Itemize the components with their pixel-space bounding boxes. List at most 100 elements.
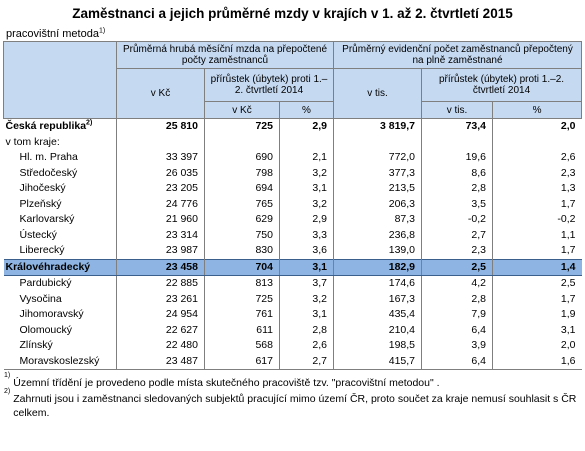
- cell-v3: 2,9: [278, 212, 334, 228]
- footnote-2: 2) Zahrnuti jsou i zaměstnanci sledovaný…: [4, 388, 582, 420]
- header-wage-growth: přírůstek (úbytek) proti 1.–2. čtvrtletí…: [203, 68, 335, 102]
- header-unit-pct: %: [492, 101, 583, 119]
- row-label: Plzeňský: [4, 197, 117, 213]
- table-row: Vysočina 23 261 725 3,2 167,3 2,8 1,7: [4, 291, 582, 307]
- cell-v4: 139,0: [333, 243, 422, 259]
- cell-v5: 2,7: [421, 227, 493, 243]
- cell-v5: 7,9: [421, 307, 493, 323]
- cell-v5: 73,4: [421, 118, 493, 135]
- row-label: v tom kraje:: [4, 135, 117, 151]
- cell-v3: 2,1: [278, 150, 334, 166]
- cell-v1: 25 810: [116, 118, 205, 135]
- cell-v5: 8,6: [421, 165, 493, 181]
- cell-v3: 3,2: [278, 196, 334, 212]
- cell-v4: 210,4: [333, 322, 422, 338]
- header-wage-v-kc: v Kč: [116, 68, 205, 119]
- subtitle-text: pracovištní metoda: [6, 28, 99, 40]
- footnote-1-ref: 1): [4, 372, 11, 379]
- cell-v6: 2,5: [492, 275, 582, 292]
- cell-v1: 23 205: [116, 181, 205, 197]
- row-label-text: Ústecký: [19, 228, 57, 241]
- cell-v5: 2,8: [421, 291, 493, 307]
- row-label-text: Olomoucký: [19, 323, 73, 336]
- table-row: Karlovarský 21 960 629 2,9 87,3 -0,2 -0,2: [4, 212, 582, 228]
- cell-v1: 22 885: [116, 275, 205, 292]
- table-row: v tom kraje:: [4, 134, 582, 151]
- table-row: Liberecký 23 987 830 3,6 139,0 2,3 1,7: [4, 243, 582, 259]
- cell-v6: 1,7: [492, 243, 582, 259]
- header-unit-tis: v tis.: [421, 101, 494, 119]
- cell-v1: 26 035: [116, 165, 205, 181]
- cell-v4: [333, 134, 422, 150]
- cell-v6: [492, 134, 582, 150]
- cell-v5: 2,8: [421, 181, 493, 197]
- row-label: Zlínský: [4, 338, 117, 354]
- cell-v2: 694: [204, 181, 280, 197]
- cell-v1: 22 480: [116, 338, 205, 354]
- cell-v3: 3,2: [278, 165, 334, 181]
- cell-v5: 3,5: [421, 196, 493, 212]
- row-label: Královéhradecký: [3, 258, 117, 276]
- header-unit-pct: %: [278, 101, 335, 119]
- cell-v1: 23 261: [116, 291, 205, 307]
- cell-v6: 2,3: [492, 165, 582, 181]
- cell-v5: 6,4: [421, 353, 493, 370]
- cell-v5: 3,9: [421, 338, 493, 354]
- row-label-text: Karlovarský: [19, 213, 75, 226]
- cell-v1: 24 954: [116, 307, 205, 323]
- footnotes: 1) Územní třídění je provedeno podle mís…: [4, 372, 582, 420]
- cell-v2: 690: [204, 150, 280, 166]
- row-label: Liberecký: [4, 243, 117, 259]
- cell-v5: 6,4: [421, 322, 493, 338]
- cell-v4: 167,3: [333, 291, 422, 307]
- cell-v4: 415,7: [333, 353, 422, 370]
- cell-v1: [116, 134, 205, 150]
- cell-v3: 3,3: [278, 227, 334, 243]
- cell-v2: 617: [204, 353, 280, 370]
- cell-v2: 704: [204, 258, 280, 276]
- cell-v4: 236,8: [333, 227, 422, 243]
- cell-v5: 4,2: [421, 275, 493, 292]
- table-row: Pardubický 22 885 813 3,7 174,6 4,2 2,5: [4, 275, 582, 292]
- cell-v4: 182,9: [333, 258, 422, 276]
- cell-v6: 1,1: [492, 227, 582, 243]
- cell-v2: 813: [204, 275, 280, 292]
- footnote-2-ref: 2): [4, 388, 11, 395]
- cell-v3: 2,6: [278, 338, 334, 354]
- cell-v2: 611: [204, 322, 280, 338]
- cell-v3: 2,7: [278, 353, 334, 370]
- cell-v4: 3 819,7: [333, 118, 422, 135]
- cell-v3: 2,8: [278, 322, 334, 338]
- cell-v6: 1,7: [492, 196, 582, 212]
- row-label: Jihomoravský: [4, 307, 117, 323]
- cell-v6: 2,0: [492, 118, 582, 135]
- table-row: Česká republika2) 25 810 725 2,9 3 819,7 73,4…: [3, 118, 582, 135]
- cell-v1: 22 627: [116, 322, 205, 338]
- cell-v3: [278, 134, 334, 150]
- table-row: Moravskoslezský 23 487 617 2,7 415,7 6,4 1,6: [3, 353, 582, 370]
- cell-v6: 1,9: [492, 307, 582, 323]
- cell-v5: [421, 134, 493, 150]
- table-row: Plzeňský 24 776 765 3,2 206,3 3,5 1,7: [4, 196, 582, 213]
- cell-v2: 765: [204, 196, 280, 212]
- row-label: Olomoucký: [4, 323, 117, 339]
- cell-v2: 725: [204, 291, 280, 307]
- header-unit-kc: v Kč: [204, 101, 280, 119]
- wages-table: Průměrná hrubá měsíční mzda na přepočten…: [3, 41, 583, 370]
- cell-v1: 23 314: [116, 227, 205, 243]
- page-title: Zaměstnanci a jejich průměrné mzdy v kra…: [72, 6, 513, 21]
- cell-v1: 23 458: [116, 258, 205, 276]
- cell-v6: 1,4: [492, 258, 582, 276]
- row-label: Pardubický: [4, 276, 117, 292]
- cell-v3: 3,2: [278, 291, 334, 307]
- header-group-wage: Průměrná hrubá měsíční mzda na přepočten…: [115, 41, 335, 69]
- subtitle-footnote-ref: 1): [98, 27, 106, 35]
- cell-v6: 1,7: [492, 291, 582, 307]
- cell-v6: -0,2: [492, 212, 582, 228]
- cell-v2: 629: [204, 212, 280, 228]
- cell-v1: 24 776: [116, 196, 205, 212]
- row-label-text: Liberecký: [19, 244, 65, 257]
- cell-v3: 3,1: [278, 181, 334, 197]
- row-label-text: Moravskoslezský: [19, 354, 100, 367]
- cell-v2: 798: [204, 165, 280, 181]
